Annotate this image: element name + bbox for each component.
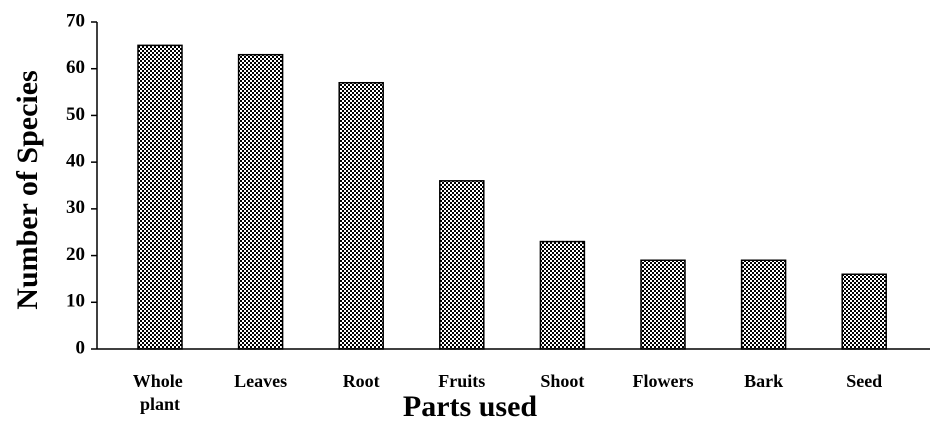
y-tick-label: 0	[76, 337, 86, 358]
y-tick-label: 30	[66, 197, 85, 218]
y-axis-title: Number of Species	[11, 70, 44, 309]
bar	[841, 273, 887, 350]
x-axis-title: Parts used	[403, 390, 537, 423]
bar	[137, 44, 183, 350]
y-tick-label: 70	[66, 10, 85, 31]
x-tick-label: Flowers	[633, 371, 694, 391]
bar	[439, 180, 485, 350]
x-tick-label: Seed	[846, 371, 882, 391]
bar	[740, 259, 787, 350]
y-tick-label: 50	[66, 104, 85, 125]
x-tick-label: Bark	[744, 371, 783, 391]
x-tick-label: Fruits	[438, 371, 485, 391]
y-tick-label: 60	[66, 57, 85, 78]
bar	[338, 81, 384, 350]
y-tick-label: 20	[66, 244, 85, 265]
x-tick-label: Root	[343, 371, 380, 391]
x-tick-label: Whole plant	[133, 371, 188, 414]
x-tick-label: Shoot	[540, 371, 584, 391]
y-tick-label: 40	[66, 151, 85, 172]
x-tick-label: Leaves	[234, 371, 287, 391]
y-tick-label: 10	[66, 291, 85, 312]
bar	[640, 259, 686, 350]
bar	[539, 240, 586, 350]
bar	[237, 53, 284, 350]
